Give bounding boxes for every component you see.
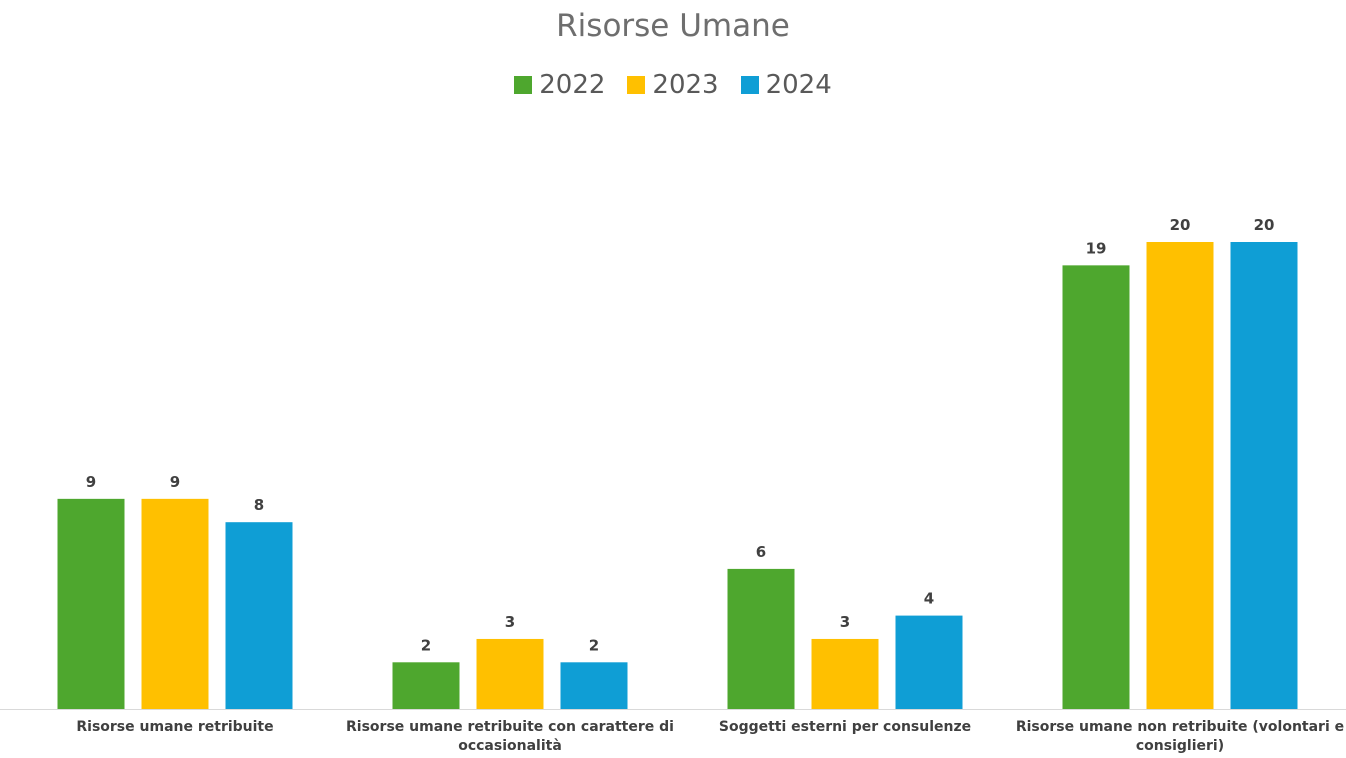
- legend-item: 2024: [740, 70, 832, 100]
- legend-swatch: [627, 76, 646, 94]
- x-tick-label: Risorse umane retribuite con carattere d…: [346, 719, 674, 754]
- bar: [1062, 265, 1130, 709]
- data-label: 8: [254, 496, 264, 514]
- data-label: 19: [1086, 239, 1107, 257]
- data-label: 3: [840, 613, 850, 631]
- x-tick-label: Risorse umane non retribuite (volontari …: [1015, 719, 1345, 754]
- data-label: 2: [421, 636, 431, 654]
- data-label: 6: [756, 543, 766, 561]
- bar: [895, 615, 963, 709]
- legend-label: 2023: [652, 70, 719, 100]
- legend-item: 2022: [514, 70, 605, 100]
- data-label: 2: [589, 636, 599, 654]
- data-label: 20: [1254, 216, 1275, 234]
- legend-swatch: [740, 76, 759, 94]
- legend-swatch: [514, 76, 533, 94]
- data-label: 4: [924, 590, 934, 608]
- bar: [476, 638, 544, 709]
- bar: [57, 498, 125, 709]
- chart-title: Risorse Umane: [556, 8, 790, 44]
- bar: [225, 522, 293, 709]
- x-tick-label: Soggetti esterni per consulenze: [718, 719, 972, 735]
- data-label: 3: [505, 613, 515, 631]
- bar: [560, 662, 628, 709]
- bar: [727, 568, 795, 709]
- legend-item: 2023: [627, 70, 719, 100]
- bar: [392, 662, 460, 709]
- bar: [811, 638, 879, 709]
- legend-label: 2024: [765, 70, 832, 100]
- bar: [1146, 242, 1214, 709]
- x-tick-label: Risorse umane retribuite: [76, 719, 274, 735]
- data-label: 9: [86, 473, 96, 491]
- legend: 2022 2023 2024: [0, 70, 1346, 100]
- data-label: 9: [170, 473, 180, 491]
- legend-label: 2022: [539, 70, 606, 100]
- data-label: 20: [1170, 216, 1191, 234]
- bar: [141, 498, 209, 709]
- bar: [1230, 242, 1298, 709]
